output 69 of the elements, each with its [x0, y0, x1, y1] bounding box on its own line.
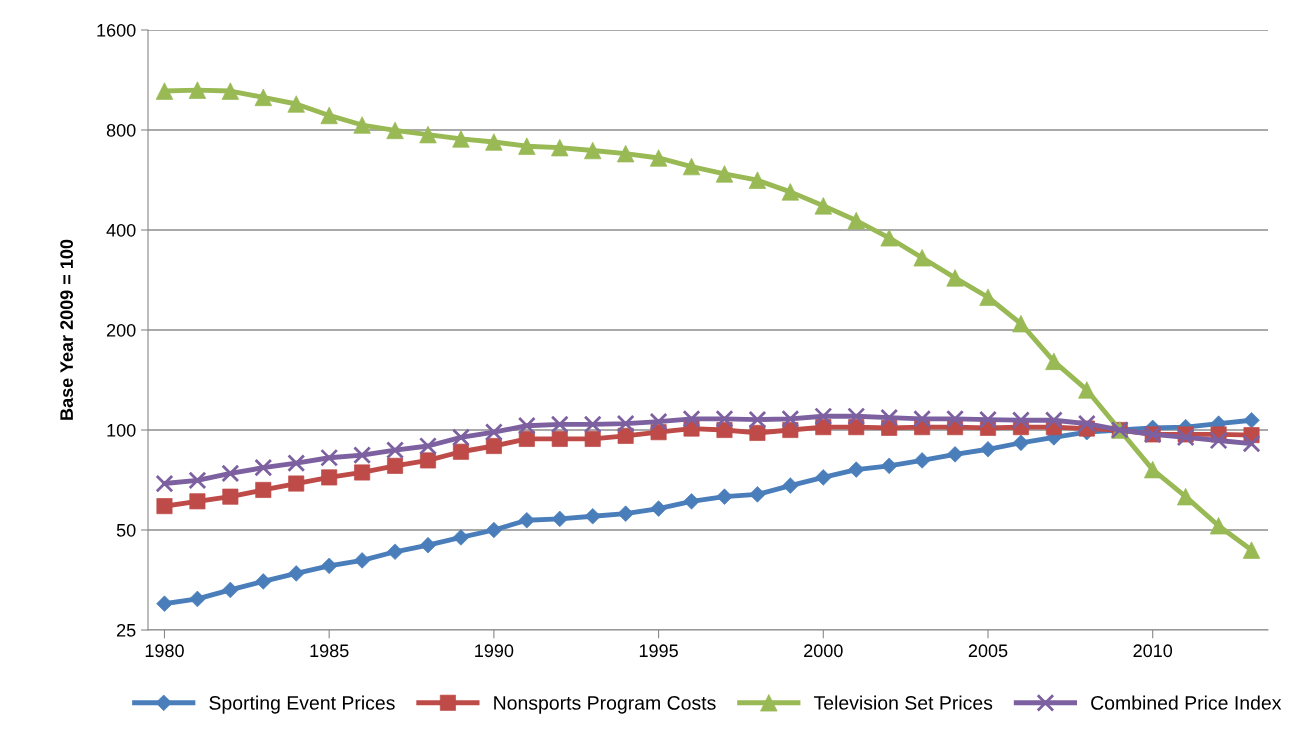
y-tick-label: 100	[107, 423, 136, 437]
point	[583, 415, 602, 434]
point	[222, 581, 239, 599]
point	[913, 409, 932, 428]
point	[155, 474, 174, 493]
x-tick-label: 1995	[639, 644, 678, 658]
x-tick-label: 2005	[968, 644, 1008, 658]
point	[386, 441, 405, 460]
point	[1012, 314, 1030, 333]
point	[1209, 431, 1228, 450]
point	[320, 448, 339, 467]
y-tick-label: 50	[116, 523, 136, 537]
point	[517, 416, 536, 435]
point	[1243, 412, 1260, 429]
point	[518, 137, 536, 155]
point	[288, 565, 305, 582]
point	[451, 428, 470, 447]
legend-label: Sporting Event Prices	[209, 695, 395, 714]
point	[880, 408, 899, 427]
point	[353, 552, 371, 569]
point	[452, 443, 469, 460]
x-tick-label: 2010	[1133, 644, 1173, 658]
point	[353, 446, 372, 465]
y-tick-label: 200	[106, 323, 136, 337]
x-tick-label: 2000	[804, 644, 843, 658]
point	[221, 464, 240, 483]
x-tick-label: 1990	[475, 644, 514, 658]
point	[946, 409, 965, 428]
legend-label: Television Set Prices	[813, 695, 993, 710]
point	[550, 415, 569, 434]
point	[715, 409, 734, 428]
point	[1176, 428, 1195, 447]
point	[649, 412, 668, 431]
point	[387, 457, 404, 474]
point	[156, 595, 173, 612]
y-tick-label: 400	[106, 223, 136, 237]
y-tick-label: 1600	[97, 23, 136, 37]
point	[255, 481, 272, 498]
point	[682, 409, 701, 428]
legend-label: Combined Price Index	[1091, 695, 1282, 710]
point	[848, 461, 865, 478]
y-tick-label: 25	[117, 623, 136, 637]
point	[418, 436, 438, 456]
point	[781, 409, 800, 428]
point	[814, 407, 833, 426]
point	[254, 458, 273, 477]
point	[484, 423, 503, 442]
y-tick-label: 800	[106, 123, 136, 137]
point	[287, 454, 306, 473]
point	[1045, 352, 1063, 370]
point	[682, 157, 701, 176]
point	[748, 410, 767, 429]
y-axis-title: Base Year 2009 = 100	[60, 239, 74, 420]
point	[978, 410, 998, 429]
x-tick-label: 1980	[145, 644, 184, 658]
point	[1242, 434, 1261, 453]
point	[551, 510, 568, 528]
point	[1011, 411, 1030, 430]
point	[255, 573, 272, 590]
point	[551, 430, 568, 447]
point	[188, 471, 207, 490]
point	[616, 414, 635, 433]
point	[1044, 411, 1063, 430]
point	[156, 498, 173, 515]
point	[254, 88, 272, 107]
point	[847, 407, 866, 426]
legend-label: Nonsports Program Costs	[494, 696, 716, 714]
point	[913, 452, 931, 469]
x-tick-label: 1985	[310, 644, 349, 658]
